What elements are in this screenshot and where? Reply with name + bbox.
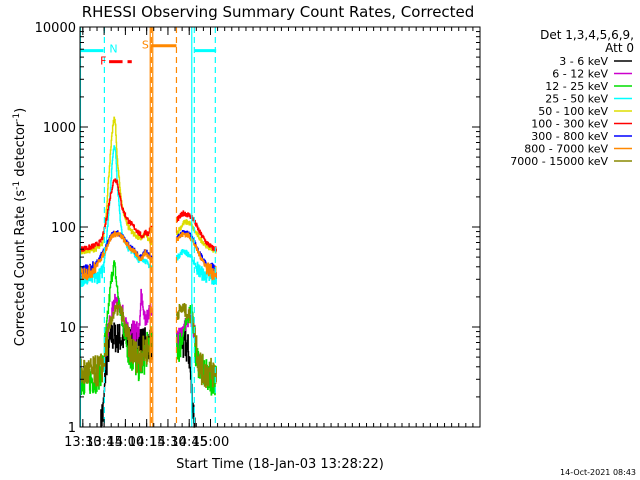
y-axis-label: Corrected Count Rate (s-1 detector-1): [12, 108, 28, 346]
series-line: [79, 301, 153, 387]
x-tick-label: 14:00: [107, 435, 144, 450]
series-line: [176, 303, 217, 388]
legend-entry-label: 50 - 100 keV: [538, 105, 608, 118]
legend-entry-label: 7000 - 15000 keV: [510, 155, 608, 168]
flag-label: N: [109, 43, 117, 56]
y-tick-label: 1: [68, 421, 76, 436]
y-axis-ticks: 1 10 100 1000 10000: [35, 21, 480, 436]
x-tick-label: 14:30: [149, 435, 186, 450]
legend-entry-label: 6 - 12 keV: [552, 68, 608, 81]
plot-area: NF S: [79, 27, 217, 428]
flag-label: S: [142, 39, 149, 52]
y-axis-label-part3: ): [13, 108, 28, 113]
series-line: [79, 178, 153, 253]
legend-entry-label: 100 - 300 keV: [531, 118, 608, 131]
legend-entry-label: 300 - 800 keV: [531, 130, 608, 143]
legend-header-attenuator: Att 0: [605, 41, 634, 55]
legend-entry-label: 3 - 6 keV: [559, 55, 608, 68]
x-tick-label: 15:00: [192, 435, 229, 450]
y-axis-label-part1: Corrected Count Rate (s: [13, 190, 28, 347]
series-line: [176, 210, 217, 252]
y-axis-label-sup2: -1: [12, 113, 22, 122]
flag-label: F: [100, 55, 106, 68]
y-tick-label: 100: [51, 221, 76, 236]
x-tick-label: 13:30: [64, 435, 101, 450]
y-axis-label-sup1: -1: [12, 181, 22, 190]
series-line: [176, 231, 217, 281]
series-line: [79, 231, 153, 281]
x-tick-label: 14:45: [170, 435, 207, 450]
y-tick-label: 10: [59, 321, 76, 336]
legend-entry-label: 25 - 50 keV: [545, 93, 608, 106]
x-axis-label: Start Time (18-Jan-03 13:28:22): [176, 457, 384, 472]
x-tick-label: 14:15: [128, 435, 165, 450]
y-tick-label: 10000: [35, 21, 76, 36]
timestamp: 14-Oct-2021 08:43: [560, 468, 636, 477]
legend-entry-label: 12 - 25 keV: [545, 80, 608, 93]
y-tick-label: 1000: [43, 121, 76, 136]
legend-entry-label: 800 - 7000 keV: [524, 143, 608, 156]
y-axis-label-part2: detector: [13, 121, 28, 181]
x-tick-label: 13:45: [85, 435, 122, 450]
chart-title: RHESSI Observing Summary Count Rates, Co…: [82, 3, 475, 21]
legend-header-detectors: Det 1,3,4,5,6,9,: [540, 28, 634, 42]
